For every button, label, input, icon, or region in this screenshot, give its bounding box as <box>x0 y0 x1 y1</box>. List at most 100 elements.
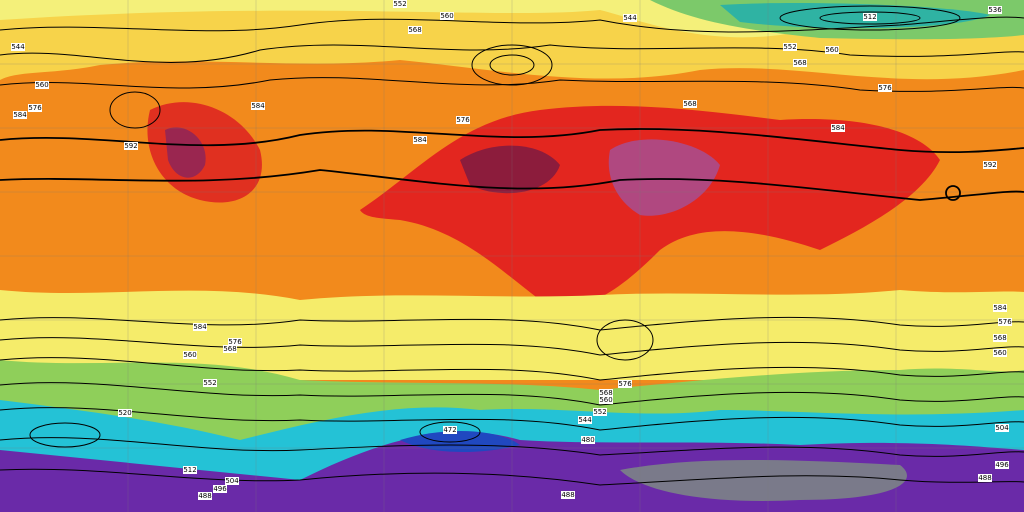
contour <box>819 11 921 25</box>
label-background <box>393 0 407 8</box>
contour-label: 512 <box>183 466 196 474</box>
label-background <box>863 13 877 21</box>
label-background <box>456 116 470 124</box>
label-background <box>28 104 42 112</box>
contour-label: 544 <box>578 416 592 424</box>
contour-label: 576 <box>28 104 42 112</box>
label-background <box>118 409 132 417</box>
contour-label: 568 <box>599 389 612 397</box>
contour <box>0 357 1024 381</box>
label-background <box>183 351 197 359</box>
contour-label: 520 <box>118 409 131 417</box>
contour-label: 496 <box>995 461 1009 469</box>
north-teal <box>720 3 990 29</box>
label-background <box>251 102 265 110</box>
label-background <box>623 14 637 22</box>
label-background <box>183 466 197 474</box>
contour-label: 584 <box>831 124 845 132</box>
contour-label: 536 <box>988 6 1002 14</box>
contour-label: 560 <box>35 81 48 89</box>
contour-label: 544 <box>623 14 637 22</box>
contour-label: 568 <box>223 345 236 353</box>
label-background <box>198 492 212 500</box>
contour-label: 584 <box>251 102 265 110</box>
contour <box>0 382 1024 406</box>
contour-label: 576 <box>998 318 1012 326</box>
south-gray <box>620 460 907 501</box>
label-background <box>443 426 457 434</box>
label-background <box>993 334 1007 342</box>
contour <box>471 44 553 86</box>
label-background <box>11 43 25 51</box>
label-background <box>13 111 27 119</box>
label-background <box>995 461 1009 469</box>
contour-label: 568 <box>793 59 806 67</box>
contour <box>0 169 1024 201</box>
contour-label: 472 <box>443 426 456 434</box>
label-background <box>561 491 575 499</box>
contour-label: 592 <box>983 161 996 169</box>
heat-na-core <box>165 127 206 178</box>
label-background <box>878 84 892 92</box>
label-background <box>683 100 697 108</box>
label-background <box>225 477 239 485</box>
label-background <box>783 43 797 51</box>
label-background <box>825 46 839 54</box>
label-background <box>413 136 427 144</box>
contour-label: 592 <box>124 142 137 150</box>
contour <box>0 44 1024 63</box>
label-background <box>593 408 607 416</box>
contour-label: 576 <box>618 380 632 388</box>
contour-label: 576 <box>456 116 470 124</box>
label-background <box>988 6 1002 14</box>
contour <box>0 407 1024 431</box>
height-contours <box>0 5 1024 486</box>
contour-label: 584 <box>193 323 207 331</box>
label-background <box>993 349 1007 357</box>
contour-label: 584 <box>993 304 1007 312</box>
contour-label: 552 <box>593 408 606 416</box>
contour <box>0 316 1024 331</box>
contour <box>109 91 161 129</box>
label-background <box>193 323 207 331</box>
heat-sahara-core <box>460 145 560 194</box>
label-background <box>213 485 227 493</box>
contour-label: 504 <box>225 477 239 485</box>
label-background <box>993 304 1007 312</box>
label-background <box>831 124 845 132</box>
contour <box>0 77 1024 92</box>
contour <box>0 337 1024 356</box>
contour-label: 560 <box>993 349 1006 357</box>
label-background <box>408 26 422 34</box>
contour <box>29 422 101 448</box>
label-background <box>228 338 242 346</box>
contour-label: 480 <box>581 436 594 444</box>
label-background <box>978 474 992 482</box>
heat-arabia-core <box>608 139 720 216</box>
label-background <box>983 161 997 169</box>
contour-label: 552 <box>393 0 406 8</box>
contour <box>489 54 535 76</box>
label-background <box>998 318 1012 326</box>
contour-label: 584 <box>13 111 27 119</box>
label-background <box>995 424 1009 432</box>
label-background <box>35 81 49 89</box>
contour-label: 488 <box>978 474 991 482</box>
contour-label: 488 <box>198 492 211 500</box>
contour-label: 560 <box>825 46 838 54</box>
contour-label: 576 <box>878 84 892 92</box>
contour-label: 560 <box>599 396 612 404</box>
contour <box>0 16 1024 33</box>
contour <box>945 185 961 201</box>
contour <box>596 319 654 361</box>
contour-label: 496 <box>213 485 227 493</box>
contour-label: 488 <box>561 491 574 499</box>
contour-label: 568 <box>408 26 421 34</box>
label-background <box>578 416 592 424</box>
label-background <box>793 59 807 67</box>
contour-label: 568 <box>993 334 1006 342</box>
label-background <box>599 396 613 404</box>
label-background <box>203 379 217 387</box>
